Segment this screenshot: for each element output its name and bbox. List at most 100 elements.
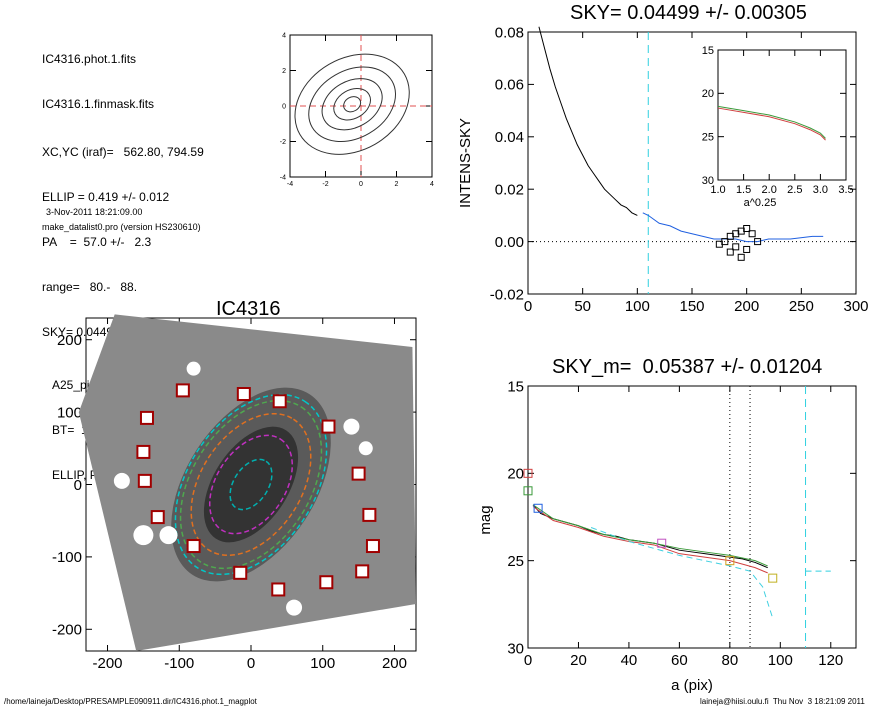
inset-xtick-label: 1.5 [736, 184, 751, 196]
chart2-series-line [532, 504, 768, 569]
chart1-ytick-label: 0.04 [495, 129, 524, 146]
inset-frame [717, 49, 847, 181]
masked-star [272, 394, 287, 409]
chart2-title: SKY_m= 0.05387 +/- 0.01204 [552, 356, 823, 378]
chart3-ytick-label: 200 [57, 332, 82, 349]
chart2-xtick-label: 60 [671, 652, 688, 669]
masked-star [319, 575, 334, 590]
chart3-xtick-label: -100 [164, 655, 194, 672]
masked-star [351, 466, 366, 481]
chart2-xtick-label: 100 [768, 652, 793, 669]
inset-xtick-label: 2.0 [762, 184, 777, 196]
chart1-xtick-label: 100 [625, 298, 650, 315]
mask-hole [186, 361, 201, 376]
header-date: 3-Nov-2011 18:21:09.00 [46, 207, 143, 217]
contour-xtick-label: 4 [430, 181, 434, 188]
chart2-ytick-label: 15 [507, 378, 524, 395]
chart1-point [726, 248, 734, 256]
chart2-ytick-label: 20 [507, 466, 524, 483]
chart1-title: SKY= 0.04499 +/- 0.00305 [570, 2, 807, 24]
chart1-xtick-label: 250 [789, 298, 814, 315]
inset-ytick-label: 15 [702, 45, 714, 57]
header-line: IC4316.1.finmask.fits [42, 97, 155, 111]
chart2-ytick-label: 30 [507, 640, 524, 657]
contour-xtick-label: 2 [395, 181, 399, 188]
chart1-point [754, 238, 762, 246]
footer-path: /home/laineja/Desktop/PRESAMPLE090911.di… [4, 697, 257, 706]
mask-hole [358, 441, 373, 456]
contour-level [308, 66, 397, 142]
chart3-title: IC4316 [216, 298, 281, 320]
mask-hole [133, 525, 154, 546]
chart3-ytick-label: 100 [57, 404, 82, 421]
chart1-point [748, 230, 756, 238]
inset-series-line [717, 105, 826, 139]
chart2-series-line [590, 527, 774, 619]
chart1-ytick-label: 0.08 [495, 24, 524, 41]
galaxy-ellipse [174, 393, 328, 576]
inset-xtick-label: 3.5 [838, 184, 853, 196]
footer-user: laineja@hiisi.oulu.fi Thu Nov 3 18:21:09… [700, 697, 865, 706]
chart1-point [732, 243, 740, 251]
inset-ytick-label: 25 [702, 132, 714, 144]
galaxy-ellipse [229, 458, 273, 511]
chart2-ytick-label: 25 [507, 553, 524, 570]
masked-star [139, 410, 154, 425]
galaxy-body [203, 426, 299, 543]
chart2-series-line [532, 504, 768, 567]
contour-level [321, 78, 383, 131]
mask-hole [113, 472, 130, 489]
chart3-xtick-label: 0 [247, 655, 255, 672]
contour-level [343, 96, 362, 113]
chart1-xtick-label: 150 [679, 298, 704, 315]
inset-xtick-label: 1.0 [710, 184, 725, 196]
masked-star [137, 473, 152, 488]
chart2-frame [527, 385, 857, 649]
inset-xlabel: a^0.25 [744, 197, 777, 209]
header-line: range= 80.- 88. [42, 280, 138, 294]
chart2-point [657, 538, 667, 548]
chart1-xtick-label: 300 [843, 298, 868, 315]
masked-star [365, 539, 380, 554]
chart2-point [523, 486, 533, 496]
mask-hole [159, 526, 178, 545]
masked-star [186, 539, 201, 554]
chart2-xtick-label: 40 [621, 652, 638, 669]
chart3-xtick-label: 200 [382, 655, 407, 672]
contour-xtick-label: -4 [287, 181, 293, 188]
masked-star [175, 383, 190, 398]
chart1-point [737, 253, 745, 261]
chart1-series-line [538, 26, 638, 216]
chart1-ylabel: INTENS-SKY [457, 118, 474, 208]
chart1-xtick-label: 200 [734, 298, 759, 315]
chart2-point [523, 468, 533, 478]
masked-star [271, 582, 286, 597]
contour-ytick-label: 2 [282, 68, 286, 75]
masked-star [236, 387, 251, 402]
mask-hole [343, 418, 360, 435]
chart2-point [725, 556, 735, 566]
chart2-xtick-label: 20 [570, 652, 587, 669]
chart1-point [732, 230, 740, 238]
contour-level [294, 53, 410, 155]
chart2-series-line [532, 506, 768, 574]
header-line: ELLIP = 0.419 +/- 0.012 [42, 190, 170, 204]
contour-level [333, 88, 371, 121]
masked-star [321, 419, 336, 434]
masked-star [150, 510, 165, 525]
chart1-ytick-label: 0.02 [495, 181, 524, 198]
chart1-ytick-label: 0.00 [495, 234, 524, 251]
chart3-ytick-label: -100 [52, 549, 82, 566]
masked-star [136, 444, 151, 459]
chart3-xtick-label: -200 [93, 655, 123, 672]
chart2-xtick-label: 120 [818, 652, 843, 669]
contour-ytick-label: -4 [280, 174, 286, 181]
chart3-ytick-label: -200 [52, 622, 82, 639]
chart1-point [743, 225, 751, 232]
chart1-ytick-label: 0.06 [495, 77, 524, 94]
contour-ytick-label: 4 [282, 32, 286, 39]
inset-xtick-label: 3.0 [813, 184, 828, 196]
chart2-xtick-label: 0 [524, 652, 532, 669]
contour-ytick-label: -2 [280, 139, 286, 146]
masked-star [362, 507, 377, 522]
